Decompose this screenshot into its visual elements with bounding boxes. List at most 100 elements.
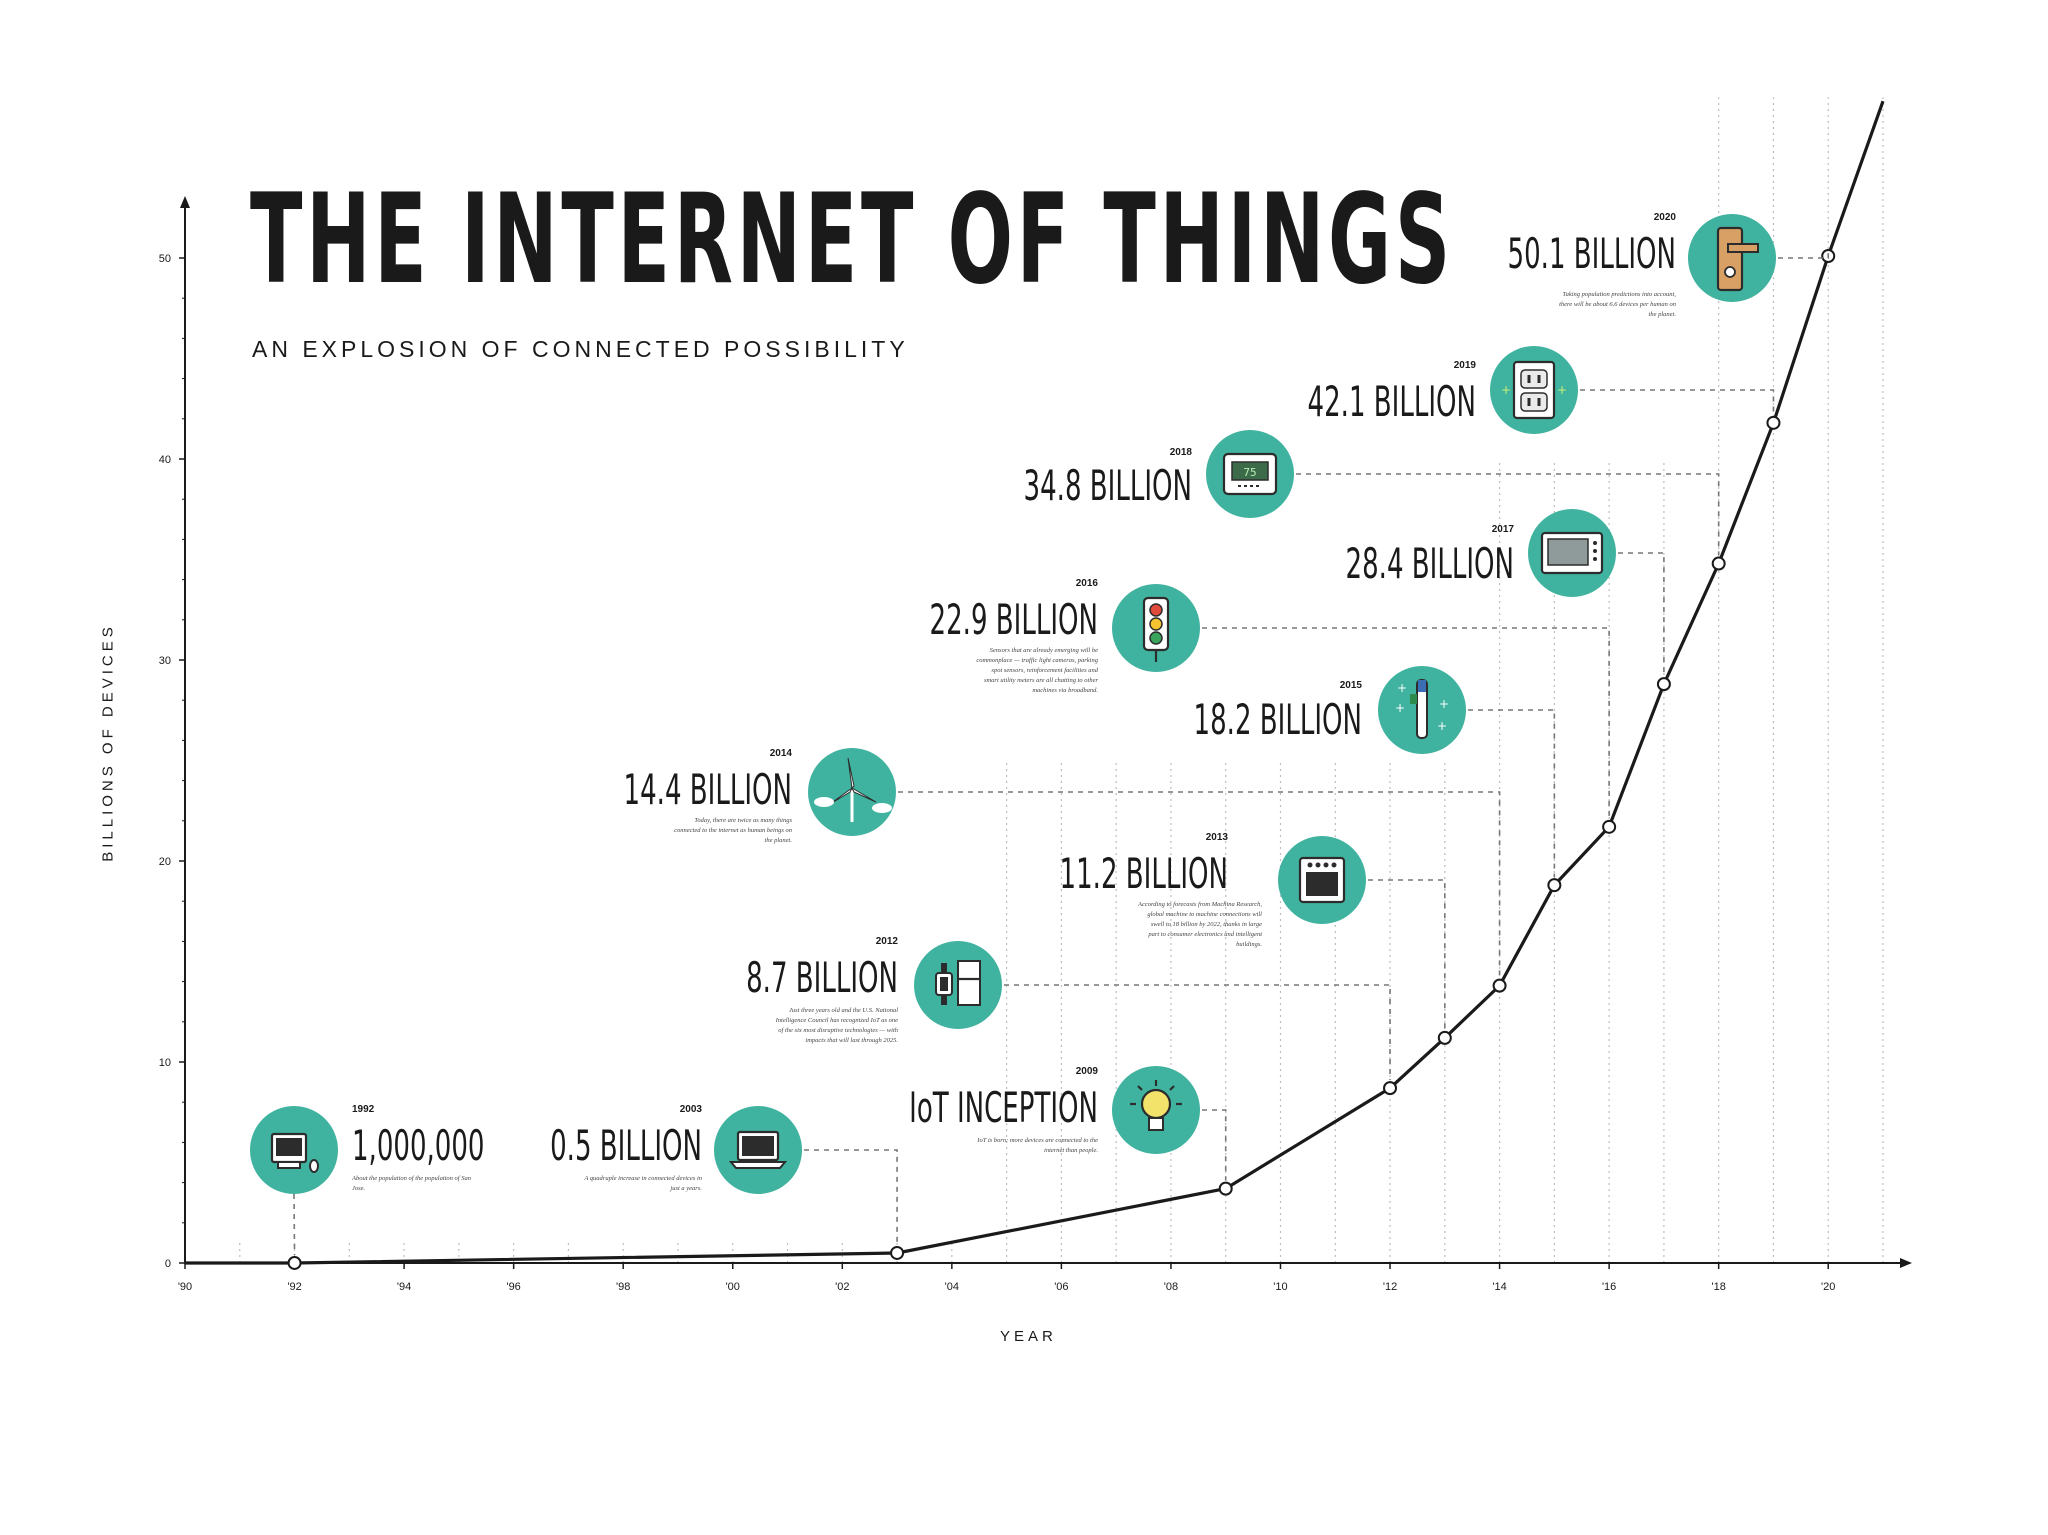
x-tick-label: '02 <box>835 1281 849 1293</box>
laptop-icon <box>728 1130 788 1169</box>
annotation-year: 2017 <box>1492 524 1515 535</box>
data-point <box>1218 1181 1233 1196</box>
annotation-year: 2015 <box>1340 680 1363 691</box>
annotation-note: About the population of the population o… <box>351 1175 471 1192</box>
data-point <box>890 1245 905 1260</box>
leader-line <box>898 791 1501 978</box>
annotation-value: 50.1 BILLION <box>1508 231 1676 279</box>
annotation-value: 18.2 BILLION <box>1194 697 1362 745</box>
leader-line <box>1296 473 1720 556</box>
annotation-value: IoT INCEPTION <box>909 1085 1098 1133</box>
x-tick-label: '94 <box>397 1281 411 1293</box>
grid-lines <box>239 97 1884 1263</box>
x-tick-label: '16 <box>1602 1281 1616 1293</box>
y-tick-label: 50 <box>159 253 171 265</box>
annotation-value: 11.2 BILLION <box>1060 851 1228 899</box>
x-tick-label: '98 <box>616 1281 630 1293</box>
annotation-note: IoT is born: more devices are connected … <box>976 1137 1098 1154</box>
svg-text:+: + <box>1557 383 1567 397</box>
annotation-2020: 2020 50.1 BILLION Taking population predic… <box>1508 212 1830 318</box>
leader-line <box>1580 389 1775 415</box>
annotation-value: 34.8 BILLION <box>1024 463 1192 511</box>
data-point <box>287 1255 302 1270</box>
svg-text:+: + <box>1437 719 1447 733</box>
annotation-note: Taking population predictions into accou… <box>1559 291 1676 318</box>
annotation-1992: 1992 1,000,000 About the population of the… <box>250 1104 485 1255</box>
oven-icon <box>1298 856 1346 904</box>
x-tick-label: '12 <box>1383 1281 1397 1293</box>
data-point <box>1383 1081 1398 1096</box>
x-tick-label: '06 <box>1054 1281 1068 1293</box>
leader-line <box>1004 984 1391 1081</box>
x-tick-label: '04 <box>945 1281 959 1293</box>
annotation-2015: + + + +2015 18.2 BILLION <box>1194 666 1556 878</box>
traffic-light-icon <box>1142 596 1170 662</box>
annotation-year: 2009 <box>1076 1066 1099 1077</box>
data-point <box>1766 415 1781 430</box>
annotation-note: Sensors that are already emerging will b… <box>976 647 1098 694</box>
x-tick-label: '90 <box>178 1281 192 1293</box>
x-tick-label: '18 <box>1712 1281 1726 1293</box>
annotation-note: Today, there are twice as many things con… <box>674 817 792 844</box>
annotation-year: 2003 <box>680 1104 703 1115</box>
wind-turbine-icon <box>814 757 892 822</box>
annotation-year: 2019 <box>1454 360 1477 371</box>
annotation-value: 14.4 BILLION <box>624 767 792 815</box>
annotation-2009: 2009 IoT INCEPTION IoT is born: more devic… <box>909 1066 1227 1181</box>
annotation-year: 2013 <box>1206 832 1229 843</box>
data-point <box>1602 819 1617 834</box>
data-point <box>1547 878 1562 893</box>
annotation-note: Just three years old and the U.S. Nation… <box>775 1007 899 1044</box>
x-tick-label: '00 <box>726 1281 740 1293</box>
page-title: THE INTERNET OF THINGS <box>250 168 1454 312</box>
leader-line <box>804 1149 898 1245</box>
series-line <box>185 100 1885 1265</box>
annotation-year: 2020 <box>1654 212 1677 223</box>
x-tick-label: '14 <box>1492 1281 1506 1293</box>
page-subtitle: AN EXPLOSION OF CONNECTED POSSIBILITY <box>252 336 909 362</box>
annotation-value: 0.5 BILLION <box>550 1123 702 1171</box>
microwave-icon <box>1540 531 1604 575</box>
annotation-value: 28.4 BILLION <box>1346 541 1514 589</box>
annotation-2017: 2017 28.4 BILLION <box>1346 509 1665 677</box>
x-axis-arrow <box>1900 1258 1912 1268</box>
annotation-value: 42.1 BILLION <box>1308 379 1476 427</box>
leader-line <box>293 1193 296 1255</box>
annotation-year: 2016 <box>1076 578 1099 589</box>
y-tick-label: 0 <box>165 1258 171 1270</box>
annotation-2018: 75 2018 34.8 BILLION <box>1024 430 1720 556</box>
svg-text:+: + <box>1395 701 1405 715</box>
leader-line <box>1368 879 1446 1030</box>
computer-icon <box>270 1132 319 1173</box>
y-tick-label: 10 <box>159 1057 171 1069</box>
annotation-note: According to forecasts from Machina Rese… <box>1137 901 1262 948</box>
leader-line <box>1618 552 1665 677</box>
data-point <box>1437 1030 1452 1045</box>
y-tick-label: 30 <box>159 655 171 667</box>
leader-line <box>1468 709 1556 878</box>
data-point <box>1656 677 1671 692</box>
leader-line <box>1202 627 1610 819</box>
leader-line <box>1778 247 1830 259</box>
thermostat-icon: 75 <box>1222 452 1278 496</box>
svg-text:+: + <box>1397 681 1407 695</box>
x-tick-label: '10 <box>1273 1281 1287 1293</box>
x-tick-label: '92 <box>287 1281 301 1293</box>
svg-text:+: + <box>1501 383 1511 397</box>
data-point <box>1711 556 1726 571</box>
annotation-year: 1992 <box>352 1104 375 1115</box>
leader-line <box>1202 1109 1227 1181</box>
annotation-year: 2018 <box>1170 447 1193 458</box>
annotation-value: 22.9 BILLION <box>930 597 1098 645</box>
x-axis-label: YEAR <box>1000 1328 1057 1345</box>
x-tick-label: '96 <box>506 1281 520 1293</box>
data-point <box>1492 978 1507 993</box>
svg-text:+: + <box>1439 697 1449 711</box>
annotation-year: 2012 <box>876 936 899 947</box>
x-tick-label: '08 <box>1164 1281 1178 1293</box>
annotation-2012: 2012 8.7 BILLION Just three years old and … <box>746 936 1391 1081</box>
